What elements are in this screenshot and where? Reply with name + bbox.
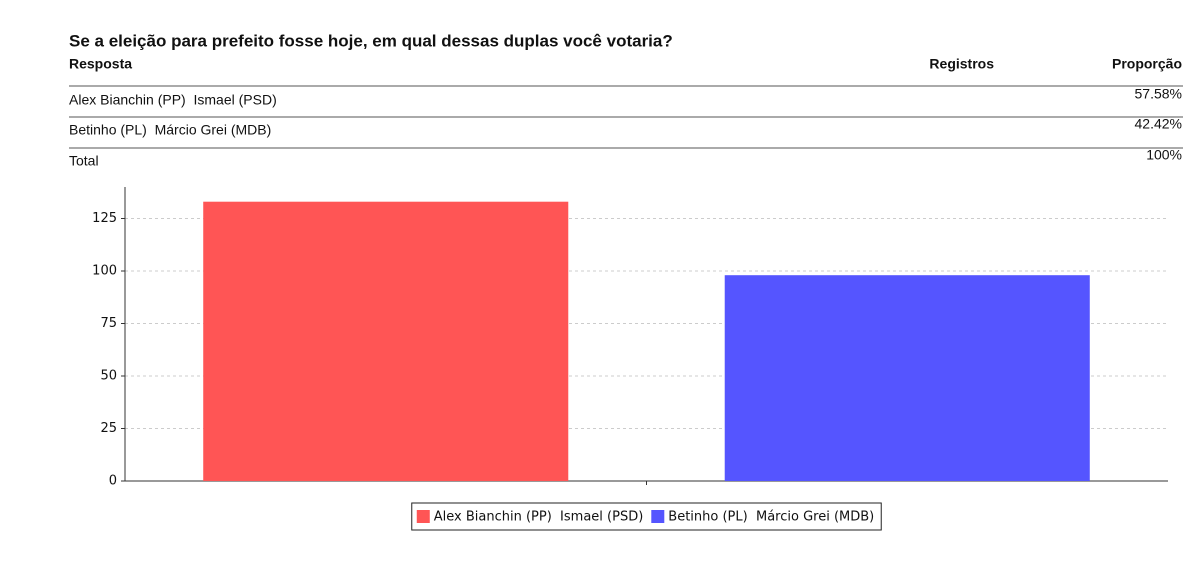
legend-label: Alex Bianchin (PP) Ismael (PSD) [434, 510, 644, 525]
legend-swatch [416, 510, 430, 523]
col-header: Registros [929, 56, 994, 72]
legend-swatch [651, 510, 665, 523]
bar [724, 275, 1090, 481]
title: Se a eleição para prefeito fosse hoje, e… [69, 31, 673, 50]
cell: 100% [1146, 147, 1182, 163]
y-tick-label: 125 [92, 211, 117, 226]
cell: 57.58% [1135, 86, 1182, 102]
y-tick-label: 100 [92, 264, 117, 279]
y-tick-label: 50 [100, 369, 117, 384]
legend [411, 502, 882, 531]
cell: Alex Bianchin (PP) Ismael (PSD) [69, 92, 277, 108]
legend-label: Betinho (PL) Márcio Grei (MDB) [668, 510, 874, 525]
y-tick-label: 25 [100, 421, 117, 436]
cell: 42.42% [1135, 116, 1182, 132]
col-header: Proporção [1112, 56, 1182, 72]
cell: Total [69, 153, 99, 169]
y-tick-label: 0 [109, 474, 117, 489]
y-tick-label: 75 [100, 316, 117, 331]
col-header: Resposta [69, 56, 132, 72]
cell: Betinho (PL) Márcio Grei (MDB) [69, 122, 271, 138]
bar [203, 201, 569, 481]
